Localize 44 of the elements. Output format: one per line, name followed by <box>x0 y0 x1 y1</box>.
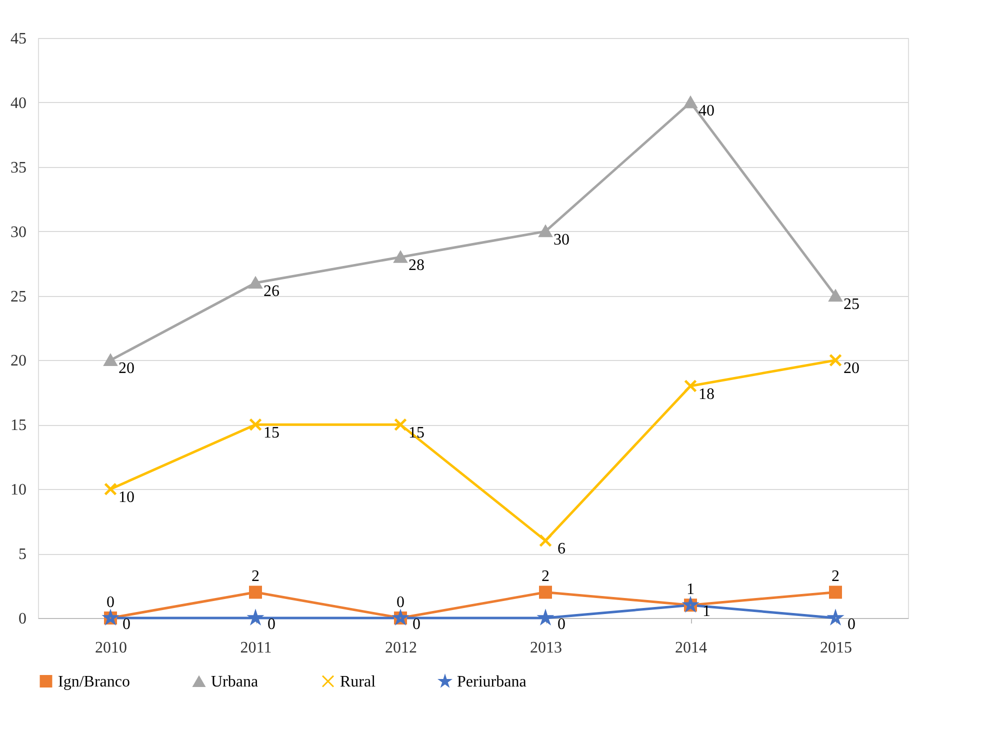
data-label: 0 <box>268 616 276 633</box>
legend-label: Rural <box>340 673 376 690</box>
data-label: 15 <box>264 424 280 442</box>
data-label: 28 <box>408 257 424 274</box>
data-label: 15 <box>408 424 424 442</box>
y-tick-label: 5 <box>18 546 26 564</box>
data-label: 25 <box>844 296 860 313</box>
data-label: 0 <box>848 616 856 633</box>
data-label: 1 <box>686 581 694 598</box>
data-label: 0 <box>412 616 420 633</box>
data-label: 20 <box>118 360 134 378</box>
y-tick-label: 15 <box>10 417 26 434</box>
data-label: 6 <box>558 540 566 558</box>
legend-label: Ign/Branco <box>58 673 130 690</box>
x-tick-label: 2011 <box>240 640 272 656</box>
x-tick-label: 2015 <box>820 640 852 656</box>
data-label: 0 <box>396 594 404 611</box>
legend-label: Urbana <box>211 674 258 690</box>
y-tick-label: 20 <box>10 352 26 370</box>
y-tick-label: 0 <box>18 610 26 628</box>
y-tick-label: 35 <box>10 159 26 176</box>
x-tick-label: 2010 <box>95 640 127 656</box>
legend-label: Periurbana <box>457 674 526 690</box>
data-label: 2 <box>542 568 550 586</box>
x-tick-label: 2013 <box>530 640 562 656</box>
data-label: 26 <box>264 282 280 300</box>
data-label: 2 <box>832 568 840 586</box>
y-tick-label: 45 <box>10 30 26 48</box>
y-tick-label: 30 <box>10 224 26 241</box>
x-tick-label: 2012 <box>385 640 417 656</box>
data-label: 0 <box>106 594 114 611</box>
data-label: 30 <box>554 231 570 248</box>
data-label: 0 <box>558 616 566 633</box>
data-label: 18 <box>698 386 714 403</box>
data-label: 2 <box>252 568 260 586</box>
data-label: 20 <box>844 360 860 378</box>
data-label: 1 <box>702 603 710 620</box>
y-tick-label: 25 <box>10 288 26 306</box>
y-tick-label: 40 <box>10 94 26 112</box>
x-tick-label: 2014 <box>675 640 707 656</box>
y-tick-label: 10 <box>10 482 26 499</box>
data-label: 0 <box>122 616 130 633</box>
data-label: 10 <box>118 489 134 506</box>
data-label: 40 <box>698 102 714 120</box>
